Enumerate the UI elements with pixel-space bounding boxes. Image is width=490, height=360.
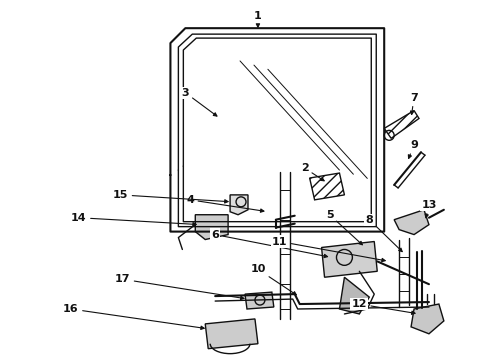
Polygon shape bbox=[230, 195, 248, 215]
Text: 15: 15 bbox=[113, 190, 228, 203]
Text: 5: 5 bbox=[326, 210, 362, 245]
Text: 8: 8 bbox=[366, 215, 402, 252]
Text: 17: 17 bbox=[115, 274, 244, 300]
Polygon shape bbox=[394, 210, 429, 235]
Text: 3: 3 bbox=[181, 88, 217, 116]
Polygon shape bbox=[245, 292, 274, 309]
Text: 1: 1 bbox=[254, 11, 262, 27]
Text: 4: 4 bbox=[186, 195, 264, 212]
Text: 10: 10 bbox=[250, 264, 296, 295]
Polygon shape bbox=[205, 319, 258, 349]
Text: 11: 11 bbox=[272, 237, 385, 262]
Text: 12: 12 bbox=[352, 299, 415, 314]
Text: 6: 6 bbox=[211, 230, 327, 258]
Polygon shape bbox=[411, 304, 444, 334]
Polygon shape bbox=[340, 277, 369, 314]
Text: 14: 14 bbox=[71, 213, 196, 226]
Text: 9: 9 bbox=[408, 140, 418, 158]
Text: 16: 16 bbox=[63, 304, 204, 329]
Text: 13: 13 bbox=[421, 200, 437, 218]
Text: 2: 2 bbox=[301, 163, 324, 181]
Text: 7: 7 bbox=[410, 93, 418, 114]
Polygon shape bbox=[196, 215, 228, 239]
Polygon shape bbox=[321, 242, 377, 277]
